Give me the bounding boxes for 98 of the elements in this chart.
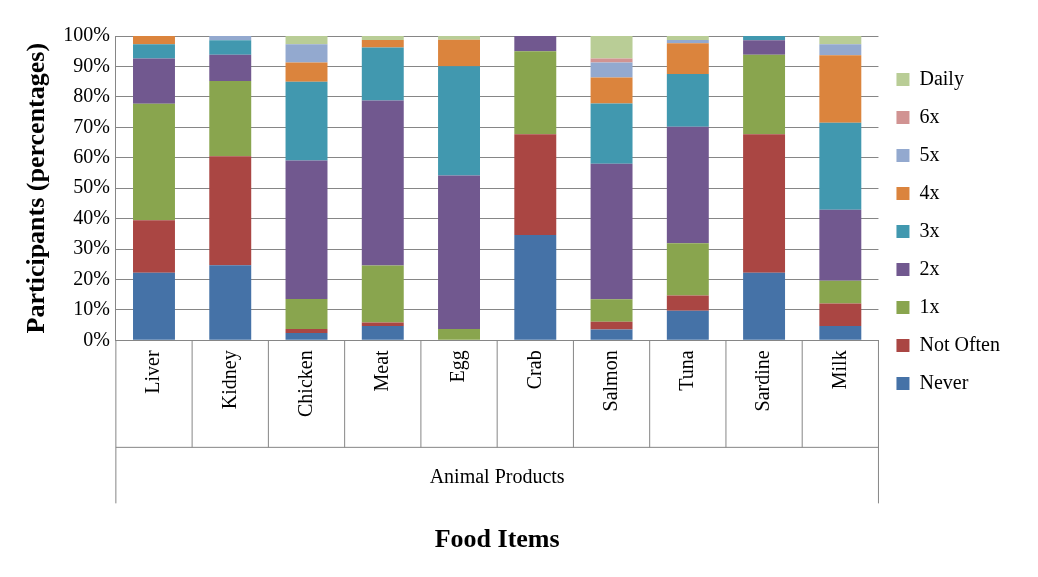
bar	[819, 122, 862, 210]
bar	[666, 310, 709, 340]
y-tick-label: 20%	[73, 266, 110, 289]
y-axis-title: Participants (percentages)	[21, 42, 51, 334]
bar	[666, 39, 709, 44]
x-tick-label: Milk	[827, 350, 850, 390]
bar	[361, 100, 404, 266]
bar	[209, 156, 252, 266]
bar	[438, 39, 480, 67]
bar	[361, 322, 404, 327]
bar	[590, 36, 633, 59]
bar	[133, 272, 175, 340]
bar	[514, 235, 557, 340]
x-tick-label: Tuna	[675, 350, 698, 391]
text: Animal Products	[429, 464, 565, 487]
bar	[514, 36, 557, 52]
bar	[590, 299, 633, 322]
bar	[285, 160, 328, 299]
bar	[285, 329, 328, 334]
bar	[361, 47, 404, 101]
bar	[819, 280, 862, 304]
bar	[514, 134, 557, 236]
x-axis-title: Food Items	[434, 524, 560, 554]
bar	[209, 36, 252, 41]
bar	[743, 54, 786, 135]
bar	[133, 220, 175, 273]
y-tick-label: 50%	[73, 175, 110, 198]
x-tick-label: Sardine	[751, 350, 774, 412]
bar	[819, 326, 862, 340]
bar	[133, 103, 175, 221]
bar	[438, 175, 480, 330]
y-tick-label: 90%	[73, 53, 110, 76]
bar	[285, 298, 328, 330]
bar	[819, 44, 862, 56]
bar	[285, 81, 328, 161]
x-tick-label: Chicken	[293, 350, 316, 418]
legend-label: 5x	[919, 142, 940, 165]
x-tick-label: Meat	[370, 349, 393, 392]
bar	[666, 43, 709, 75]
bar	[590, 62, 633, 78]
legend-label: 1x	[919, 294, 940, 317]
x-tick-label: Crab	[522, 350, 545, 390]
bar	[285, 333, 328, 340]
bar	[438, 36, 480, 40]
bar	[514, 51, 557, 135]
x-tick-label: Liver	[141, 350, 164, 394]
y-tick-label: 10%	[73, 297, 110, 320]
bar	[285, 44, 328, 63]
y-tick-label: 80%	[73, 84, 110, 107]
bar	[590, 77, 633, 104]
legend-label: Never	[919, 370, 969, 393]
bar	[133, 44, 175, 59]
bar	[590, 163, 633, 300]
y-tick-label: 30%	[73, 236, 110, 259]
bar	[361, 326, 404, 340]
bar	[743, 272, 786, 340]
bar	[209, 81, 252, 157]
bar	[133, 36, 175, 45]
bar	[438, 329, 480, 340]
x-tick-label: Salmon	[598, 350, 621, 412]
bar	[209, 265, 252, 340]
bar	[666, 295, 709, 311]
y-tick-label: 40%	[73, 205, 110, 228]
bar	[361, 265, 404, 323]
legend-label: Daily	[919, 66, 964, 90]
y-tick-label: 70%	[73, 114, 110, 137]
bar	[438, 66, 480, 176]
legend-label: 3x	[919, 218, 940, 241]
bar	[743, 40, 786, 55]
bar	[743, 134, 786, 273]
y-tick-label: 0%	[83, 327, 110, 350]
bar	[590, 321, 633, 330]
y-tick-label: 60%	[73, 144, 110, 167]
legend-label: Not Often	[919, 332, 1001, 355]
bar	[209, 54, 252, 82]
bar	[285, 36, 328, 45]
x-tick-label: Kidney	[217, 350, 241, 410]
x-tick-label: Egg	[446, 350, 470, 383]
bar	[666, 74, 709, 127]
legend-label: 2x	[919, 256, 940, 279]
bar	[666, 243, 709, 296]
bar	[590, 329, 633, 340]
bar	[590, 103, 633, 164]
bar	[285, 62, 328, 82]
bar	[361, 39, 404, 48]
bar	[819, 209, 862, 281]
bar	[666, 36, 709, 40]
bar	[819, 303, 862, 327]
bar	[819, 36, 862, 45]
legend-label: 4x	[919, 180, 940, 203]
y-tick-label: 100%	[63, 23, 110, 46]
bar	[743, 36, 786, 41]
bar	[819, 55, 862, 123]
bar	[361, 36, 404, 40]
bar	[133, 58, 175, 104]
legend-label: 6x	[919, 104, 940, 127]
bar	[209, 40, 252, 55]
bar	[666, 126, 709, 244]
